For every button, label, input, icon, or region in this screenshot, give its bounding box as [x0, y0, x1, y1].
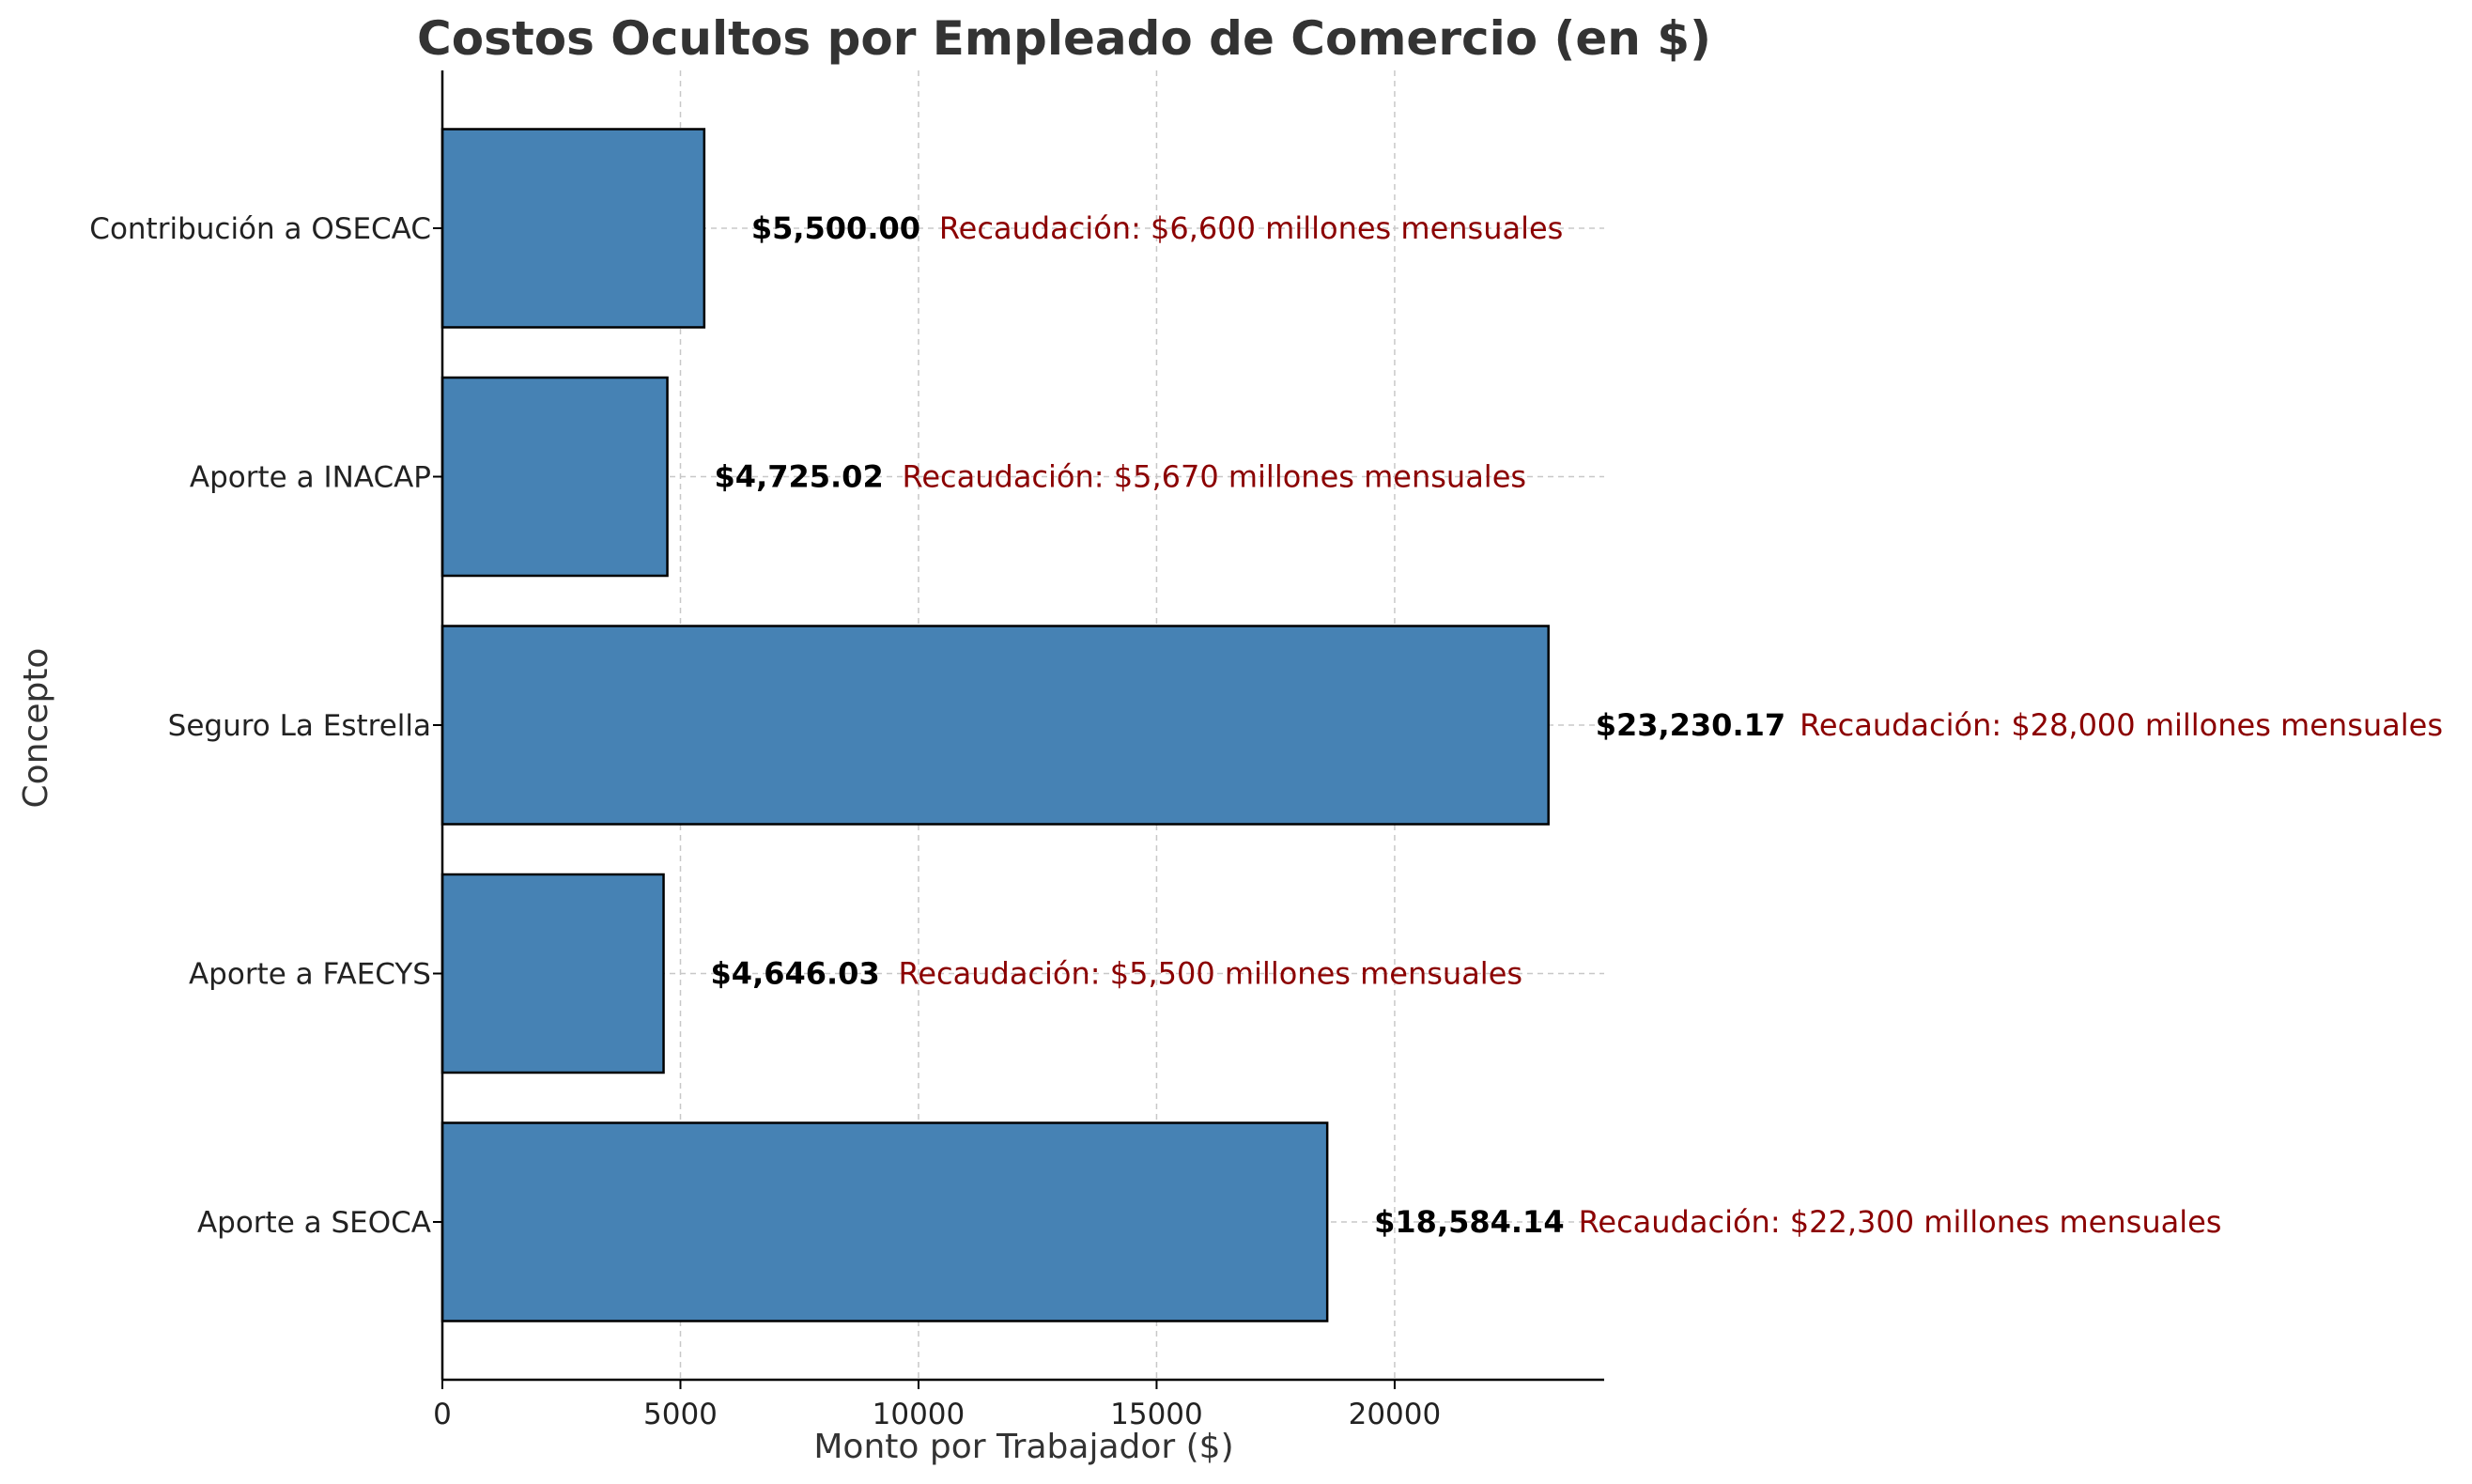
bar-labels: $5,500.00 Recaudación: $6,600 millones me… — [711, 210, 2443, 1240]
bar — [440, 376, 669, 578]
bar — [440, 1121, 1329, 1322]
value-label: $23,230.17 — [1596, 707, 1785, 743]
y-tick-label: Contribución a OSECAC — [89, 212, 431, 246]
annotation-label: Recaudación: $5,670 millones mensuales — [903, 459, 1527, 495]
x-axis-label: Monto por Trabajador ($) — [813, 1428, 1233, 1466]
y-tick-label: Aporte a FAECYS — [189, 958, 431, 992]
value-label: $5,500.00 — [751, 210, 920, 246]
ticks: 0 5000 10000 15000 20000 Contribución a OSECA… — [89, 212, 1441, 1431]
y-axis-label: Concepto — [17, 648, 55, 809]
bars — [440, 128, 1550, 1322]
chart-title: Costos Ocultos por Empleado de Comercio … — [417, 11, 1711, 66]
y-tick-label: Aporte a INACAP — [190, 461, 431, 495]
y-tick-label: Aporte a SEOCA — [197, 1206, 431, 1240]
value-label: $18,584.14 — [1374, 1204, 1564, 1240]
x-tick-label: 20000 — [1349, 1398, 1442, 1431]
annotation-label: Recaudación: $28,000 millones mensuales — [1800, 707, 2443, 743]
value-label: $4,725.02 — [715, 459, 884, 495]
value-label: $4,646.03 — [711, 956, 880, 992]
annotation-label: Recaudación: $6,600 millones mensuales — [939, 210, 1564, 246]
x-tick-label: 5000 — [643, 1398, 718, 1431]
annotation-label: Recaudación: $22,300 millones mensuales — [1579, 1204, 2222, 1240]
x-tick-label: 15000 — [1110, 1398, 1203, 1431]
bar — [440, 873, 665, 1074]
bar — [440, 128, 706, 329]
bar — [440, 625, 1550, 826]
x-tick-label: 0 — [433, 1398, 452, 1431]
x-tick-label: 10000 — [873, 1398, 966, 1431]
annotation-label: Recaudación: $5,500 millones mensuales — [899, 956, 1523, 992]
y-tick-label: Seguro La Estrella — [168, 709, 431, 743]
